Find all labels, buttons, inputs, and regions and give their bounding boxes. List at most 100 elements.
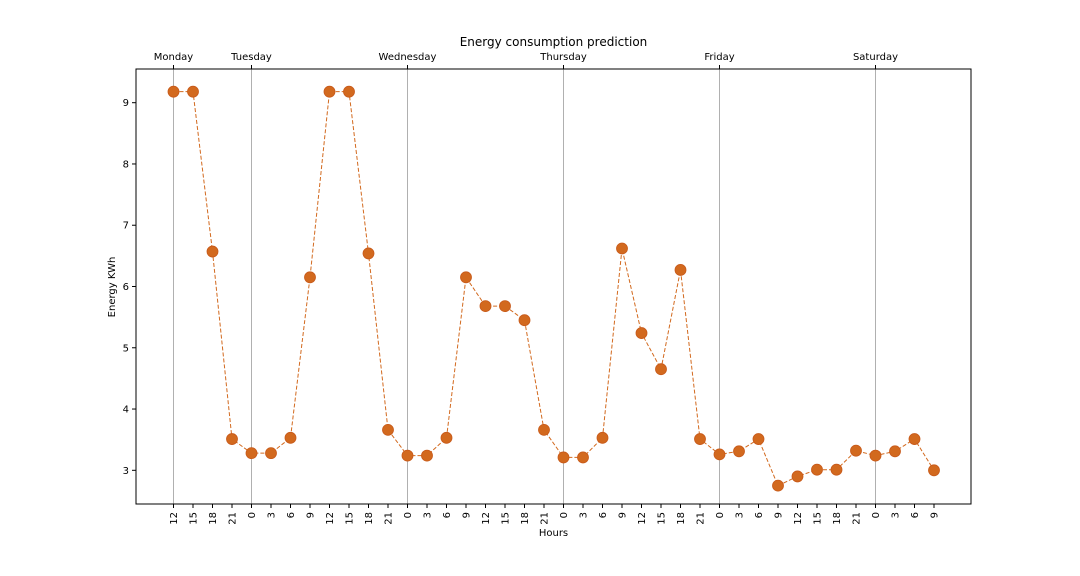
axes-layer: Monday Tuesday Wednesday Thursday Friday Satu… <box>123 52 972 525</box>
data-point <box>791 470 804 483</box>
day-label: Monday <box>154 52 194 63</box>
y-tick-label: 3 <box>123 466 129 477</box>
data-point <box>460 271 472 284</box>
y-tick-label: 6 <box>123 282 129 293</box>
data-point <box>284 431 297 444</box>
data-point <box>577 451 589 464</box>
data-point <box>713 448 726 461</box>
y-tick-label: 9 <box>123 98 129 109</box>
x-tick-label: 18 <box>208 512 219 525</box>
data-point <box>343 85 355 98</box>
day-gridlines <box>173 69 876 504</box>
x-tick-label: 21 <box>540 512 551 525</box>
x-tick-label: 0 <box>871 512 882 518</box>
x-tick-label: 9 <box>306 512 317 518</box>
series-layer <box>167 85 940 492</box>
x-tick-label: 15 <box>813 512 824 525</box>
x-tick-label: 18 <box>676 512 687 525</box>
plot-frame <box>135 68 972 505</box>
x-tick-label: 12 <box>481 512 492 525</box>
data-point <box>323 85 336 98</box>
data-point <box>655 363 667 376</box>
data-point <box>206 245 219 258</box>
data-point <box>752 433 765 445</box>
day-label: Saturday <box>853 52 898 63</box>
x-tick-label: 15 <box>345 512 356 525</box>
data-point <box>518 314 531 327</box>
day-label: Tuesday <box>230 52 272 63</box>
data-point <box>557 451 570 464</box>
data-point <box>772 479 784 492</box>
x-tick-label: 6 <box>442 512 453 518</box>
x-tick-label: 18 <box>832 512 843 525</box>
data-point <box>265 447 277 460</box>
y-tick-label: 8 <box>123 159 129 170</box>
x-tick-label: 9 <box>618 512 629 518</box>
x-tick-label: 6 <box>910 512 921 518</box>
x-tick-label: 3 <box>579 512 590 518</box>
data-point <box>635 327 648 339</box>
series-line <box>173 91 935 487</box>
data-point <box>908 433 921 445</box>
x-tick-label: 6 <box>598 512 609 518</box>
x-tick-label: 3 <box>267 512 278 518</box>
data-point <box>733 445 745 458</box>
x-tick-label: 9 <box>462 512 473 518</box>
x-tick-label: 3 <box>423 512 434 518</box>
day-label: Friday <box>704 52 734 63</box>
data-point <box>850 444 862 457</box>
data-point <box>440 431 453 444</box>
x-tick-label: 21 <box>696 512 707 525</box>
data-point <box>226 433 238 445</box>
data-point <box>382 423 394 436</box>
data-point <box>538 423 550 436</box>
data-point <box>304 271 316 284</box>
data-point <box>928 464 940 477</box>
data-point <box>596 431 609 444</box>
y-tick-label: 5 <box>123 343 129 354</box>
data-point <box>421 449 433 462</box>
data-point <box>479 300 492 313</box>
x-tick-label: 0 <box>247 512 258 518</box>
x-tick-label: 0 <box>403 512 414 518</box>
data-point <box>616 242 628 255</box>
x-tick-label: 9 <box>774 512 785 518</box>
x-tick-label: 18 <box>364 512 375 525</box>
x-tick-label: 6 <box>754 512 765 518</box>
x-tick-label: 0 <box>559 512 570 518</box>
data-point <box>401 449 414 462</box>
data-point <box>167 85 180 98</box>
data-point <box>694 433 706 445</box>
x-tick-label: 0 <box>715 512 726 518</box>
x-axis-label: Hours <box>539 528 568 539</box>
x-tick-label: 3 <box>735 512 746 518</box>
chart-title: Energy consumption prediction <box>460 35 648 49</box>
x-tick-label: 18 <box>520 512 531 525</box>
x-tick-label: 9 <box>930 512 941 518</box>
data-point <box>187 85 199 98</box>
x-tick-label: 3 <box>891 512 902 518</box>
x-tick-label: 21 <box>852 512 863 525</box>
x-tick-label: 15 <box>501 512 512 525</box>
x-tick-label: 21 <box>384 512 395 525</box>
day-label: Wednesday <box>379 52 437 63</box>
y-tick-label: 4 <box>123 405 129 416</box>
x-tick-label: 15 <box>657 512 668 525</box>
data-point <box>362 247 375 260</box>
x-tick-label: 12 <box>637 512 648 525</box>
x-tick-label: 21 <box>228 512 239 525</box>
data-point <box>245 447 258 460</box>
data-point <box>889 445 901 458</box>
day-label: Thursday <box>539 52 587 63</box>
data-point <box>674 264 687 276</box>
x-tick-label: 12 <box>793 512 804 525</box>
y-tick-label: 7 <box>123 221 129 232</box>
x-tick-label: 15 <box>189 512 200 525</box>
data-point <box>499 300 511 313</box>
data-point <box>830 463 843 476</box>
y-axis-label: Energy KWh <box>107 257 118 318</box>
x-tick-label: 12 <box>169 512 180 525</box>
data-point <box>811 463 823 476</box>
